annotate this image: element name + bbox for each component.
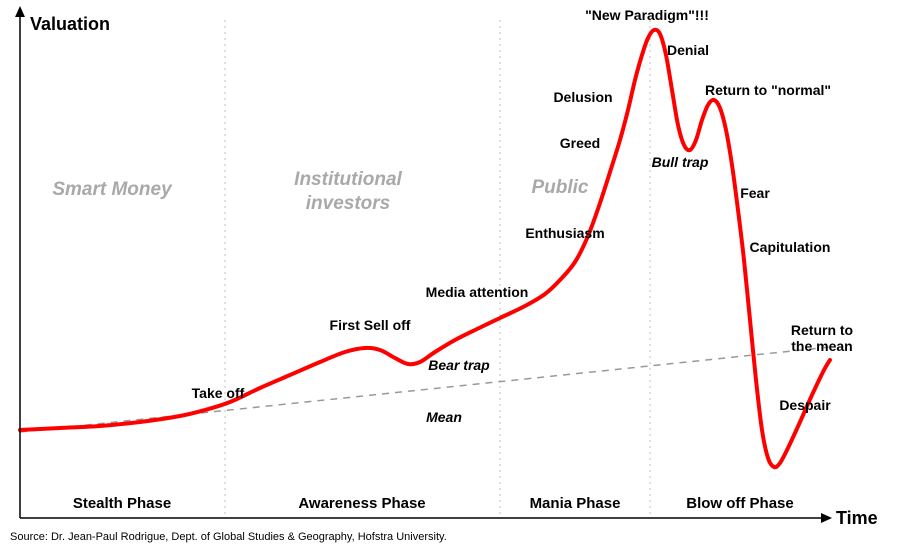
investor-category-label: Smart Money [52,179,173,200]
curve-annotation: Return to [791,322,853,338]
y-axis-arrow [15,6,25,17]
curve-annotation: Fear [740,185,770,201]
investor-category-label: Institutional [294,169,402,190]
curve-annotation: Return to "normal" [705,82,831,98]
phase-label: Awareness Phase [298,495,425,512]
curve-annotation: "New Paradigm"!!! [585,7,709,23]
curve-annotation: the mean [791,338,852,354]
curve-annotation: Media attention [426,284,529,300]
x-axis-arrow [821,513,832,523]
investor-category-label: investors [306,193,390,214]
curve-annotation: Despair [779,397,831,413]
curve-annotation: Mean [426,409,462,425]
curve-annotation: Take off [192,385,245,401]
curve-annotation: Enthusiasm [525,225,604,241]
curve-annotation: Delusion [553,89,612,105]
curve-annotation: Bull trap [652,154,709,170]
phase-label: Blow off Phase [686,495,794,512]
chart-svg: Valuation Time Stealth Phase Awareness Phas… [0,0,900,558]
source-citation: Source: Dr. Jean-Paul Rodrigue, Dept. of… [10,531,447,543]
y-axis-label: Valuation [30,14,110,34]
curve-annotation: Bear trap [428,357,490,373]
curve-annotation: Greed [560,135,600,151]
phase-label: Stealth Phase [73,495,171,512]
curve-annotation: Denial [667,42,709,58]
investor-category-label: Public [531,177,588,198]
phase-label: Mania Phase [530,495,621,512]
x-axis-label: Time [836,508,878,528]
curve-annotation: First Sell off [330,317,411,333]
bubble-phases-chart: Valuation Time Stealth Phase Awareness Phas… [0,0,900,558]
curve-annotation: Capitulation [750,239,831,255]
